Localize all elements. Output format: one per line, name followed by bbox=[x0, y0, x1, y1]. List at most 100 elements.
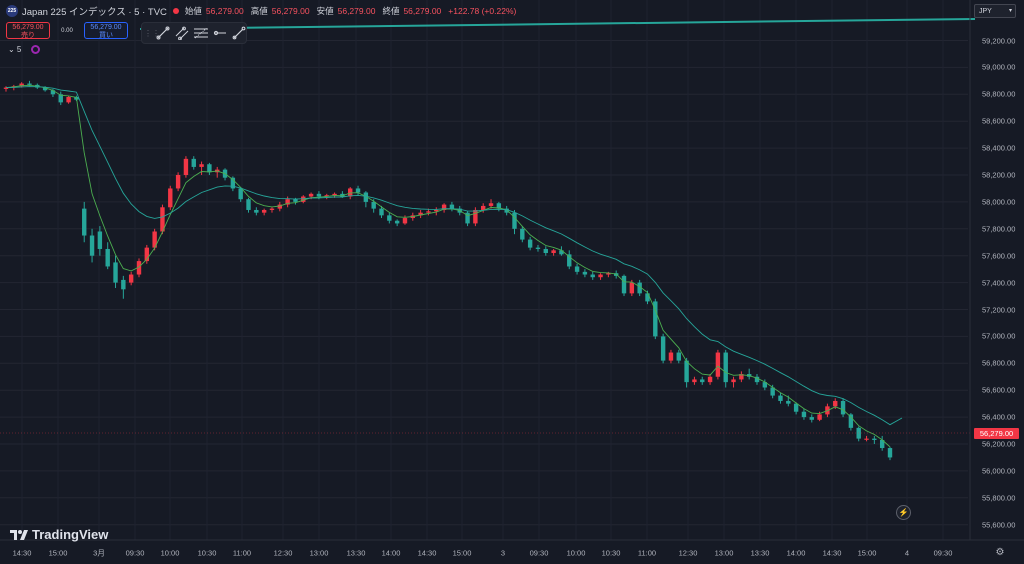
candle-body bbox=[754, 376, 760, 383]
candle-body bbox=[731, 379, 736, 383]
chevron-down-icon: ▾ bbox=[1008, 8, 1012, 14]
y-tick-label: 56,000.00 bbox=[982, 466, 1016, 476]
y-tick-label: 59,200.00 bbox=[982, 36, 1016, 45]
candle-body bbox=[637, 282, 642, 294]
candle-body bbox=[770, 387, 775, 396]
candle-body bbox=[840, 400, 846, 415]
candle-body bbox=[285, 199, 290, 205]
candle-body bbox=[230, 177, 236, 189]
candle-body bbox=[426, 211, 431, 213]
candle-body bbox=[277, 204, 283, 209]
candle-body bbox=[441, 204, 447, 210]
candle-body bbox=[473, 209, 478, 224]
candle-body bbox=[535, 247, 541, 249]
candle-body bbox=[160, 207, 165, 232]
settings-gear-icon[interactable]: ⚙ bbox=[995, 547, 1005, 558]
x-tick-label: 15:00 bbox=[452, 548, 472, 558]
close-label: 終値 bbox=[382, 6, 400, 16]
sell-button[interactable]: 56,279.00 売り bbox=[6, 22, 50, 39]
x-tick-label: 14:00 bbox=[381, 548, 401, 558]
ray-tool-icon[interactable] bbox=[213, 25, 228, 41]
brush-tool-icon[interactable] bbox=[232, 25, 247, 41]
candle-body bbox=[105, 248, 110, 267]
candle-body bbox=[653, 301, 658, 337]
spread-value: 0.00 bbox=[61, 27, 73, 34]
top-trend-line bbox=[139, 18, 976, 30]
drag-handle-icon[interactable]: ⋮⋮ bbox=[144, 28, 160, 38]
candle-body bbox=[723, 352, 728, 383]
candle-body bbox=[332, 193, 337, 196]
market-status-icon[interactable] bbox=[172, 8, 179, 14]
symbol-legend[interactable]: 225 Japan 225 インデックス · 5 · TVC 始値 56,279… bbox=[6, 4, 516, 18]
indicator-color-icon[interactable] bbox=[31, 45, 41, 54]
candle-body bbox=[144, 247, 150, 262]
candle-body bbox=[817, 414, 822, 420]
symbol-title[interactable]: Japan 225 インデックス · 5 · TVC bbox=[22, 7, 167, 18]
candle-body bbox=[527, 239, 533, 248]
y-tick-label: 56,600.00 bbox=[982, 385, 1016, 395]
candle-body bbox=[324, 195, 329, 197]
y-tick-label: 58,200.00 bbox=[982, 170, 1016, 180]
candle-body bbox=[379, 208, 384, 216]
high-label: 高値 bbox=[250, 6, 268, 16]
x-tick-label: 12:30 bbox=[273, 548, 293, 558]
candle-body bbox=[700, 379, 705, 383]
candle-body bbox=[316, 193, 322, 197]
x-tick-label: 13:30 bbox=[750, 548, 770, 558]
candle-body bbox=[340, 193, 345, 197]
currency-value: JPY bbox=[979, 8, 992, 15]
y-tick-label: 56,800.00 bbox=[982, 358, 1016, 368]
candle-body bbox=[833, 400, 838, 407]
buy-button[interactable]: 56,279.00 買い bbox=[84, 22, 128, 39]
trade-panel: 56,279.00 売り 0.00 56,279.00 買い bbox=[6, 22, 128, 39]
candle-body bbox=[715, 352, 721, 377]
chart-grid bbox=[0, 0, 968, 540]
x-tick-label: 11:00 bbox=[232, 548, 252, 558]
candle-body bbox=[19, 83, 24, 87]
candle-body bbox=[168, 188, 173, 208]
y-tick-label: 58,600.00 bbox=[982, 116, 1016, 126]
candle-body bbox=[762, 382, 768, 388]
candle-body bbox=[183, 158, 189, 175]
trend-line-tool-icon[interactable] bbox=[156, 25, 171, 41]
candle-body bbox=[465, 212, 470, 224]
y-tick-label: 57,800.00 bbox=[982, 224, 1016, 234]
candle-body bbox=[590, 274, 595, 278]
candle-body bbox=[82, 208, 87, 236]
fib-retracement-tool-icon[interactable] bbox=[193, 25, 209, 41]
candle-body bbox=[3, 87, 9, 89]
change-value: +122.78 (+0.22%) bbox=[448, 6, 517, 16]
candle-body bbox=[50, 90, 56, 95]
candle-body bbox=[496, 203, 502, 209]
goto-realtime-icon[interactable]: ⚡ bbox=[896, 505, 911, 520]
candle-body bbox=[27, 83, 32, 85]
candle-body bbox=[606, 273, 611, 275]
candle-body bbox=[191, 158, 196, 167]
indicator-collapse-toggle[interactable]: ⌄ 5 bbox=[8, 45, 22, 54]
candle-body bbox=[574, 266, 580, 272]
candle-body bbox=[879, 439, 885, 449]
y-tick-label: 58,000.00 bbox=[982, 197, 1016, 207]
candle-body bbox=[512, 212, 517, 229]
candle-body bbox=[684, 360, 689, 383]
y-tick-label: 57,200.00 bbox=[982, 305, 1016, 314]
candle-body bbox=[707, 376, 713, 383]
x-tick-label: 09:30 bbox=[529, 548, 549, 558]
candle-body bbox=[113, 262, 118, 283]
open-label: 始値 bbox=[184, 6, 202, 16]
candle-body bbox=[887, 448, 893, 458]
tradingview-logo[interactable]: TradingView bbox=[10, 527, 108, 542]
candle-body bbox=[809, 417, 814, 420]
parallel-channel-tool-icon[interactable] bbox=[175, 25, 190, 41]
candle-body bbox=[136, 261, 142, 275]
candle-body bbox=[488, 203, 494, 206]
candle-body bbox=[363, 192, 369, 202]
candle-body bbox=[89, 235, 95, 256]
candle-body bbox=[676, 352, 681, 361]
currency-select[interactable]: JPY ▾ bbox=[974, 4, 1016, 18]
indicator-row: ⌄ 5 bbox=[8, 45, 41, 54]
x-tick-label: 10:00 bbox=[566, 548, 586, 558]
candle-body bbox=[418, 212, 423, 216]
candle-body bbox=[402, 218, 408, 224]
